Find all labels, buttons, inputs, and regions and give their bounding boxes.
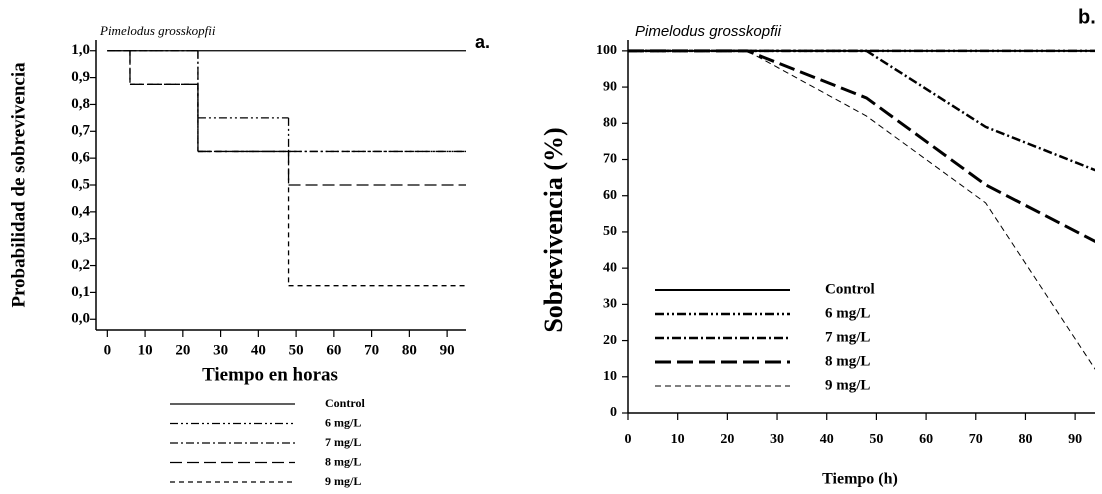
y-tick-label: 0,5 <box>71 176 90 192</box>
y-axis-label: Probabilidad de sobrevivencia <box>8 62 29 308</box>
x-tick-label: 50 <box>869 432 883 447</box>
panel-label: b. <box>1078 6 1096 28</box>
y-tick-label: 0,1 <box>71 284 90 300</box>
chart-title: Pimelodus grosskopfii <box>635 23 782 40</box>
legend-label: 9 mg/L <box>325 474 361 488</box>
x-tick-label: 60 <box>919 432 933 447</box>
y-tick-label: 0,3 <box>71 230 90 246</box>
x-axis-label: Tiempo (h) <box>822 471 898 488</box>
legend-label: 7 mg/L <box>325 435 361 449</box>
chart-title: Pimelodus grosskopfii <box>99 23 216 38</box>
y-tick-label: 0,7 <box>71 123 90 139</box>
legend-label: 8 mg/L <box>825 353 870 369</box>
y-tick-label: 0,2 <box>71 257 90 273</box>
y-axis-label: Sobrevivencia (%) <box>539 127 568 332</box>
legend-label: 8 mg/L <box>325 454 361 468</box>
y-tick-label: 10 <box>603 369 617 384</box>
x-tick-label: 70 <box>364 342 379 358</box>
x-tick-label: 20 <box>175 342 190 358</box>
y-tick-label: 80 <box>603 116 617 131</box>
y-tick-label: 30 <box>603 297 617 312</box>
x-tick-label: 0 <box>625 432 632 447</box>
legend-label: Control <box>825 281 875 297</box>
y-tick-label: 20 <box>603 333 617 348</box>
x-tick-label: 90 <box>1068 432 1082 447</box>
y-tick-label: 50 <box>603 224 617 239</box>
x-tick-label: 40 <box>251 342 266 358</box>
x-tick-label: 20 <box>720 432 734 447</box>
x-tick-label: 10 <box>138 342 153 358</box>
x-tick-label: 60 <box>326 342 341 358</box>
y-tick-label: 90 <box>603 79 617 94</box>
x-tick-label: 40 <box>820 432 834 447</box>
y-tick-label: 0,6 <box>71 150 90 166</box>
panel-label: a. <box>475 32 490 52</box>
series-line <box>628 49 1095 243</box>
legend-label: Control <box>325 396 365 410</box>
y-tick-label: 60 <box>603 188 617 203</box>
y-tick-label: 70 <box>603 152 617 167</box>
legend-label: 6 mg/L <box>825 305 870 321</box>
x-tick-label: 10 <box>671 432 685 447</box>
x-tick-label: 70 <box>969 432 983 447</box>
y-tick-label: 0 <box>610 405 617 420</box>
x-axis-label: Tiempo en horas <box>202 364 338 385</box>
y-tick-label: 40 <box>603 260 617 275</box>
x-tick-label: 80 <box>402 342 417 358</box>
series-line <box>628 50 1095 370</box>
y-tick-label: 100 <box>596 43 617 58</box>
series-line <box>628 49 1095 172</box>
x-tick-label: 30 <box>770 432 784 447</box>
y-tick-label: 0,4 <box>71 203 90 219</box>
y-tick-label: 0,9 <box>71 69 90 85</box>
y-tick-label: 0,8 <box>71 96 90 112</box>
x-tick-label: 0 <box>104 342 112 358</box>
y-tick-label: 1,0 <box>71 42 90 58</box>
x-tick-label: 80 <box>1018 432 1032 447</box>
y-tick-label: 0,0 <box>71 311 90 327</box>
x-tick-label: 50 <box>289 342 304 358</box>
legend-label: 6 mg/L <box>325 415 361 429</box>
legend-label: 7 mg/L <box>825 329 870 345</box>
x-tick-label: 30 <box>213 342 228 358</box>
x-tick-label: 90 <box>440 342 455 358</box>
legend-label: 9 mg/L <box>825 377 870 393</box>
